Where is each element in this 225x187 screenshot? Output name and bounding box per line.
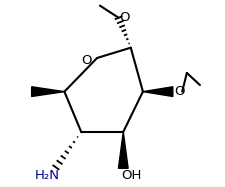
Text: OH: OH xyxy=(121,169,141,182)
Polygon shape xyxy=(118,132,128,168)
Text: H₂N: H₂N xyxy=(35,169,60,182)
Text: O: O xyxy=(173,85,184,98)
Polygon shape xyxy=(32,87,64,96)
Text: O: O xyxy=(119,11,129,24)
Polygon shape xyxy=(142,87,172,96)
Text: O: O xyxy=(81,54,92,67)
